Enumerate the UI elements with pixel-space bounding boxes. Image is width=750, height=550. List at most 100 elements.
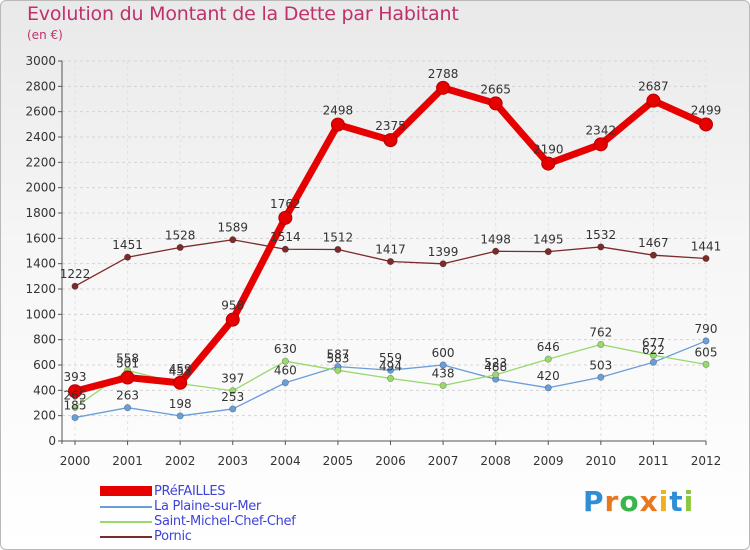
legend-label-pornic: Pornic [154,529,192,544]
data-label: 677 [642,336,665,350]
data-label: 605 [695,345,718,359]
data-point [541,156,556,171]
legend-swatch-saint-michel-chef-chef [100,521,152,523]
data-label: 1441 [691,239,722,253]
data-point [649,351,657,359]
logo-letter: P [583,485,605,518]
y-tick-label: 2400 [25,130,56,144]
logo-letter: t [669,485,684,518]
data-point [386,258,394,266]
data-label: 503 [589,358,612,372]
x-tick-label: 2007 [428,454,459,468]
data-point [68,384,82,399]
data-label: 459 [169,362,192,376]
logo-letter: x [639,485,659,518]
data-point [646,93,661,108]
data-point [702,254,710,262]
data-label: 1528 [165,228,196,242]
data-point [593,137,608,152]
data-label: 1417 [375,243,406,257]
data-label: 1222 [60,267,91,281]
data-point [281,245,289,253]
x-tick-label: 2011 [638,454,669,468]
x-tick-label: 2001 [112,454,143,468]
data-label: 559 [379,351,402,365]
data-point [492,247,500,255]
data-point [386,366,394,374]
data-point [71,403,79,411]
data-point [699,117,713,132]
data-point [330,117,345,132]
data-label: 488 [484,360,507,374]
proxiti-logo: Proxiti [583,485,694,518]
data-label: 453 [169,365,192,379]
data-label: 1589 [217,221,248,235]
data-label: 1467 [638,236,669,250]
data-point [173,375,188,390]
data-label: 265 [64,388,87,402]
data-label: 420 [537,369,560,383]
data-point [597,373,605,381]
logo-letter: i [683,485,695,518]
data-point [281,379,289,387]
data-point [702,360,710,368]
data-label: 1498 [480,232,511,246]
y-tick-label: 1600 [25,231,56,245]
data-point [544,355,552,363]
legend-entry-la-plaine-sur-mer: La Plaine-sur-Mer [100,499,420,514]
y-tick-label: 1200 [25,282,56,296]
data-point [281,357,289,365]
data-point [334,245,342,253]
data-label: 397 [221,372,244,386]
data-label: 1514 [270,230,301,244]
data-label: 1495 [533,233,564,247]
data-label: 393 [64,370,87,384]
data-label: 1451 [112,238,143,252]
data-point [702,337,710,345]
chart-unit-label: (en €) [27,28,63,42]
data-point [544,248,552,256]
data-label: 1532 [586,228,617,242]
x-tick-label: 2003 [217,454,248,468]
y-tick-label: 400 [33,383,56,397]
chart-legend: PRéFAILLES La Plaine-sur-Mer Saint-Miche… [100,484,420,544]
legend-swatch-la-plaine-sur-mer [100,506,152,508]
y-tick-label: 1000 [25,307,56,321]
y-tick-label: 1400 [25,257,56,271]
data-point [124,253,132,261]
chart-title: Evolution du Montant de la Dette par Hab… [27,3,459,25]
data-label: 198 [169,397,192,411]
data-point [124,404,132,412]
y-tick-label: 200 [33,409,56,423]
logo-letter: i [658,485,670,518]
x-tick-label: 2004 [270,454,301,468]
data-label: 523 [484,356,507,370]
y-tick-label: 3000 [25,54,56,68]
legend-entry-prefailles: PRéFAILLES [100,484,420,499]
legend-label-prefailles: PRéFAILLES [154,484,226,499]
data-label: 1762 [270,197,301,211]
data-point [176,243,184,251]
data-point [492,371,500,379]
y-tick-label: 600 [33,358,56,372]
data-point [278,210,293,225]
data-label: 2190 [533,143,564,157]
legend-swatch-prefailles [100,486,152,496]
data-label: 263 [116,389,139,403]
logo-letter: r [604,485,620,518]
legend-swatch-pornic [100,536,152,538]
data-label: 2499 [691,103,722,117]
data-label: 583 [326,351,349,365]
legend-entry-saint-michel-chef-chef: Saint-Michel-Chef-Chef [100,514,420,529]
data-label: 185 [64,399,87,413]
data-label: 253 [221,390,244,404]
data-point [229,405,237,413]
y-tick-label: 1800 [25,206,56,220]
data-label: 2665 [480,82,511,96]
data-point [71,414,79,422]
data-label: 1399 [428,245,459,259]
data-point [436,80,451,95]
data-point [225,312,240,327]
